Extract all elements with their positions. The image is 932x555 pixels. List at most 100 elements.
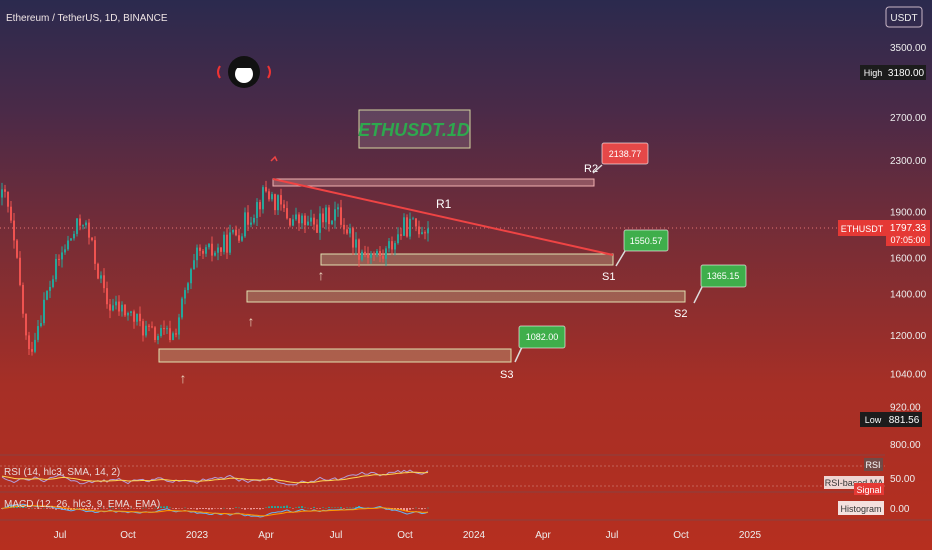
candle-body xyxy=(46,290,48,300)
up-arrow-icon: ↑ xyxy=(318,267,325,283)
candle-body xyxy=(331,220,333,225)
candle-body xyxy=(121,304,123,312)
high-badge: High 3180.00 xyxy=(860,65,926,80)
candle-body xyxy=(49,286,51,291)
resistance-zone-r2[interactable] xyxy=(272,178,595,187)
support-zone-s1[interactable] xyxy=(320,253,614,266)
candle-body xyxy=(256,202,258,219)
candle-body xyxy=(280,195,282,205)
candle-body xyxy=(112,305,114,311)
time-tick-label: Apr xyxy=(258,530,274,541)
macd-histogram-bar xyxy=(259,508,261,510)
macd-histogram-bar xyxy=(427,507,429,509)
candle-body xyxy=(166,328,168,330)
level-label-s1: S1 xyxy=(602,271,615,283)
macd-histogram-bar xyxy=(301,506,303,508)
candle-body xyxy=(415,218,417,227)
macd-histogram-bar xyxy=(124,508,126,509)
candle-body xyxy=(139,313,141,322)
macd-panel[interactable]: MACD (12, 26, hlc3, 9, EMA, EMA) Signal … xyxy=(1,483,910,518)
rsi-panel[interactable]: RSI (14, hlc3, SMA, 14, 2) RSI RSI-based… xyxy=(0,458,915,489)
macd-histogram-bar xyxy=(181,508,183,509)
candle-body xyxy=(313,217,315,225)
macd-histogram-bar xyxy=(31,507,33,509)
currency-button[interactable]: USDT xyxy=(885,6,923,28)
support-zone-s2[interactable] xyxy=(246,290,686,303)
svg-text:ETHUSDT: ETHUSDT xyxy=(841,224,884,234)
svg-text:Low: Low xyxy=(865,415,882,425)
macd-histogram-bar xyxy=(271,505,273,508)
macd-histogram-bar xyxy=(241,508,243,509)
candle-body xyxy=(163,328,165,330)
candle-body xyxy=(40,323,42,327)
candle-body xyxy=(301,215,303,224)
macd-histogram-bar xyxy=(298,506,300,508)
candle-body xyxy=(283,204,285,209)
time-axis[interactable]: Jul Oct 2023 Apr Jul Oct 2024 Apr Jul Oct 2025 xyxy=(54,530,762,541)
candle-body xyxy=(82,225,84,227)
level-label-s2: S2 xyxy=(674,308,687,320)
candle-body xyxy=(202,250,204,254)
time-tick-label: 2023 xyxy=(186,530,209,541)
price-axis[interactable]: 3500.00 3180.00 2700.00 2300.00 1900.00 1600.… xyxy=(890,43,927,451)
candle-body xyxy=(76,218,78,234)
candle-body xyxy=(175,333,177,335)
candle-body xyxy=(196,247,198,261)
candle-body xyxy=(160,328,162,337)
candle-body xyxy=(388,241,390,249)
rsi-label: RSI (14, hlc3, SMA, 14, 2) xyxy=(4,467,120,478)
macd-histogram-bar xyxy=(85,508,87,510)
candle-body xyxy=(394,243,396,250)
macd-histogram-bar xyxy=(73,508,75,510)
candle-body xyxy=(337,207,339,210)
macd-histogram-bar xyxy=(400,508,402,510)
trendline-r1[interactable] xyxy=(272,178,614,256)
candle-body xyxy=(142,321,144,336)
svg-text:USDT: USDT xyxy=(890,13,917,24)
candle-body xyxy=(328,207,330,225)
macd-histogram-bar xyxy=(406,508,408,511)
candle-body xyxy=(184,290,186,299)
rsi-tick: 50.00 xyxy=(890,474,915,485)
candle-body xyxy=(67,240,69,250)
support-zone-s3[interactable] xyxy=(158,348,512,363)
time-tick-label: Jul xyxy=(606,530,619,541)
candle-body xyxy=(241,236,243,241)
macd-histogram-bar xyxy=(46,508,48,509)
macd-histogram-bar xyxy=(322,507,324,508)
svg-text:ETHUSDT.1D: ETHUSDT.1D xyxy=(358,120,470,140)
macd-histogram-bar xyxy=(22,506,24,508)
macd-histogram-bar xyxy=(97,508,99,510)
candle-body xyxy=(199,247,201,251)
candle-body xyxy=(145,325,147,336)
callout-s1[interactable]: 1550.57 xyxy=(623,229,669,252)
candle-body xyxy=(274,194,276,211)
candle-body xyxy=(424,232,426,234)
macd-histogram-bar xyxy=(19,507,21,508)
macd-histogram-bar xyxy=(25,507,27,508)
candle-body xyxy=(103,275,105,289)
macd-histogram-bar xyxy=(202,508,204,509)
callout-s2[interactable]: 1365.15 xyxy=(700,264,747,288)
macd-histogram-bar xyxy=(229,508,231,510)
macd-histogram-bar xyxy=(313,506,315,508)
macd-histogram-bar xyxy=(118,507,120,509)
macd-histogram-bar xyxy=(307,507,309,509)
time-tick-label: Apr xyxy=(535,530,551,541)
macd-histogram-bar xyxy=(157,506,159,508)
candle-body xyxy=(373,253,375,255)
callout-pointer xyxy=(615,250,626,267)
macd-histogram-bar xyxy=(412,508,414,509)
rsi-tag: RSI xyxy=(865,460,880,470)
candle-body xyxy=(349,228,351,234)
callout-s3[interactable]: 1082.00 xyxy=(518,325,566,349)
callout-r2[interactable]: 2138.77 xyxy=(601,142,649,165)
candle-body xyxy=(322,213,324,223)
macd-histogram-bar xyxy=(223,507,225,509)
candle-body xyxy=(376,251,378,255)
price-tick-label: 1900.00 xyxy=(890,207,927,218)
candle-body xyxy=(52,279,54,287)
macd-histogram-bar xyxy=(112,507,114,509)
